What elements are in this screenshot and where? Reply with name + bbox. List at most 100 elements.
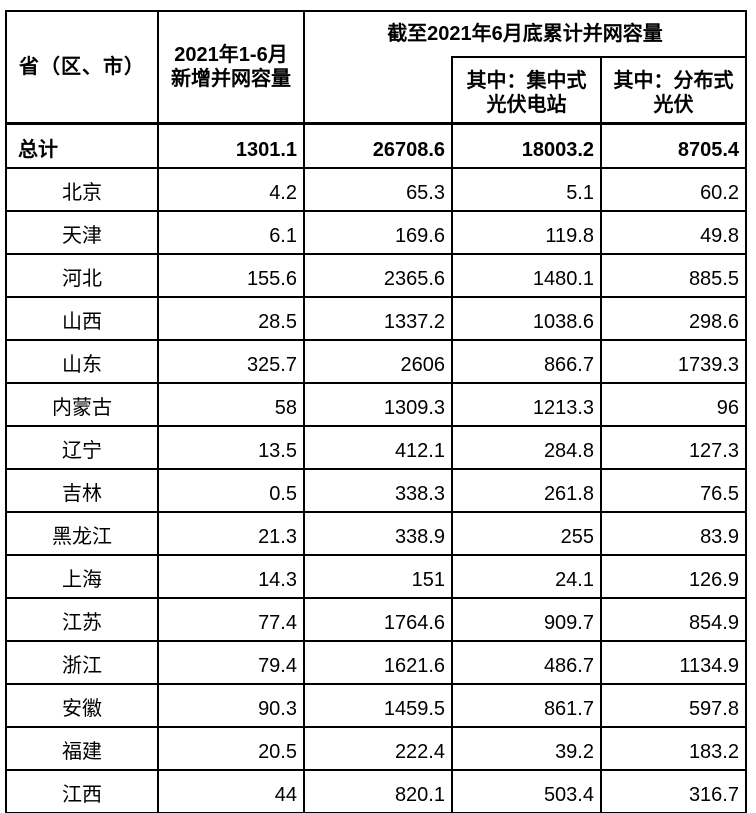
province-name: 辽宁 <box>5 425 159 470</box>
value-new-capacity: 0.5 <box>157 468 305 513</box>
province-name: 安徽 <box>5 683 159 728</box>
total-label: 总计 <box>5 121 159 169</box>
province-name: 黑龙江 <box>5 511 159 556</box>
value-new-capacity: 58 <box>157 382 305 427</box>
header-new-capacity: 2021年1-6月 新增并网容量 <box>157 10 305 124</box>
value-new-capacity: 6.1 <box>157 210 305 255</box>
value-cumulative: 820.1 <box>303 769 453 813</box>
header-distributed-line2: 光伏 <box>653 93 694 116</box>
province-name: 内蒙古 <box>5 382 159 427</box>
value-distributed: 60.2 <box>600 167 747 212</box>
value-distributed: 49.8 <box>600 210 747 255</box>
province-name: 河北 <box>5 253 159 298</box>
value-cumulative: 2365.6 <box>303 253 453 298</box>
value-cumulative: 1309.3 <box>303 382 453 427</box>
table-row-jiangxi: 江西 44 820.1 503.4 316.7 <box>5 769 747 813</box>
value-centralized: 1038.6 <box>451 296 602 341</box>
value-distributed: 83.9 <box>600 511 747 556</box>
value-distributed: 1134.9 <box>600 640 747 685</box>
table-row-liaoning: 辽宁 13.5 412.1 284.8 127.3 <box>5 425 747 470</box>
table-row-shanxi: 山西 28.5 1337.2 1038.6 298.6 <box>5 296 747 341</box>
value-centralized: 261.8 <box>451 468 602 513</box>
table-row-zhejiang: 浙江 79.4 1621.6 486.7 1134.9 <box>5 640 747 685</box>
value-new-capacity: 21.3 <box>157 511 305 556</box>
province-name: 江苏 <box>5 597 159 642</box>
header-centralized: 其中：集中式 光伏电站 <box>451 56 602 124</box>
value-cumulative: 1337.2 <box>303 296 453 341</box>
value-new-capacity: 77.4 <box>157 597 305 642</box>
table-row-jiangsu: 江苏 77.4 1764.6 909.7 854.9 <box>5 597 747 642</box>
province-name: 福建 <box>5 726 159 771</box>
header-province: 省（区、市） <box>5 10 159 124</box>
value-distributed: 316.7 <box>600 769 747 813</box>
value-centralized: 1480.1 <box>451 253 602 298</box>
table-row-shanghai: 上海 14.3 151 24.1 126.9 <box>5 554 747 599</box>
value-centralized: 24.1 <box>451 554 602 599</box>
value-cumulative: 338.3 <box>303 468 453 513</box>
header-cumulative-total-subcell <box>303 57 453 124</box>
table-row-anhui: 安徽 90.3 1459.5 861.7 597.8 <box>5 683 747 728</box>
header-new-capacity-line2: 新增并网容量 <box>171 67 291 90</box>
value-cumulative: 222.4 <box>303 726 453 771</box>
value-new-capacity: 13.5 <box>157 425 305 470</box>
value-cumulative: 338.9 <box>303 511 453 556</box>
value-centralized: 284.8 <box>451 425 602 470</box>
province-name: 北京 <box>5 167 159 212</box>
province-name: 吉林 <box>5 468 159 513</box>
table-row-fujian: 福建 20.5 222.4 39.2 183.2 <box>5 726 747 771</box>
total-cumulative: 26708.6 <box>303 121 453 169</box>
value-new-capacity: 20.5 <box>157 726 305 771</box>
total-distributed: 8705.4 <box>600 121 747 169</box>
value-cumulative: 2606 <box>303 339 453 384</box>
header-row-1: 省（区、市） 2021年1-6月 新增并网容量 截至2021年6月底累计并网容量 <box>5 10 747 124</box>
value-centralized: 503.4 <box>451 769 602 813</box>
value-new-capacity: 44 <box>157 769 305 813</box>
value-new-capacity: 155.6 <box>157 253 305 298</box>
value-centralized: 39.2 <box>451 726 602 771</box>
value-distributed: 1739.3 <box>600 339 747 384</box>
table-row-hebei: 河北 155.6 2365.6 1480.1 885.5 <box>5 253 747 298</box>
value-distributed: 298.6 <box>600 296 747 341</box>
province-name: 天津 <box>5 210 159 255</box>
value-centralized: 5.1 <box>451 167 602 212</box>
table-row-heilongjiang: 黑龙江 21.3 338.9 255 83.9 <box>5 511 747 556</box>
province-name: 江西 <box>5 769 159 813</box>
value-centralized: 255 <box>451 511 602 556</box>
value-cumulative: 412.1 <box>303 425 453 470</box>
province-name: 浙江 <box>5 640 159 685</box>
header-new-capacity-line1: 2021年1-6月 <box>174 43 288 66</box>
header-distributed: 其中：分布式 光伏 <box>600 56 747 124</box>
value-distributed: 854.9 <box>600 597 747 642</box>
header-distributed-line1: 其中：分布式 <box>613 69 734 92</box>
value-distributed: 597.8 <box>600 683 747 728</box>
value-distributed: 127.3 <box>600 425 747 470</box>
value-distributed: 885.5 <box>600 253 747 298</box>
value-cumulative: 151 <box>303 554 453 599</box>
value-cumulative: 1459.5 <box>303 683 453 728</box>
table-row-jilin: 吉林 0.5 338.3 261.8 76.5 <box>5 468 747 513</box>
province-name: 山西 <box>5 296 159 341</box>
value-distributed: 126.9 <box>600 554 747 599</box>
value-distributed: 96 <box>600 382 747 427</box>
total-new-capacity: 1301.1 <box>157 121 305 169</box>
value-centralized: 1213.3 <box>451 382 602 427</box>
province-name: 山东 <box>5 339 159 384</box>
table-row-beijing: 北京 4.2 65.3 5.1 60.2 <box>5 167 747 212</box>
table-row-neimenggu: 内蒙古 58 1309.3 1213.3 96 <box>5 382 747 427</box>
value-new-capacity: 325.7 <box>157 339 305 384</box>
value-centralized: 866.7 <box>451 339 602 384</box>
total-centralized: 18003.2 <box>451 121 602 169</box>
value-centralized: 486.7 <box>451 640 602 685</box>
table-row-tianjin: 天津 6.1 169.6 119.8 49.8 <box>5 210 747 255</box>
value-centralized: 861.7 <box>451 683 602 728</box>
header-centralized-line2: 光伏电站 <box>486 93 567 116</box>
value-distributed: 183.2 <box>600 726 747 771</box>
value-cumulative: 1764.6 <box>303 597 453 642</box>
value-cumulative: 65.3 <box>303 167 453 212</box>
value-cumulative: 169.6 <box>303 210 453 255</box>
value-new-capacity: 79.4 <box>157 640 305 685</box>
value-cumulative: 1621.6 <box>303 640 453 685</box>
value-new-capacity: 90.3 <box>157 683 305 728</box>
value-distributed: 76.5 <box>600 468 747 513</box>
header-cumulative-span: 截至2021年6月底累计并网容量 <box>303 10 747 57</box>
